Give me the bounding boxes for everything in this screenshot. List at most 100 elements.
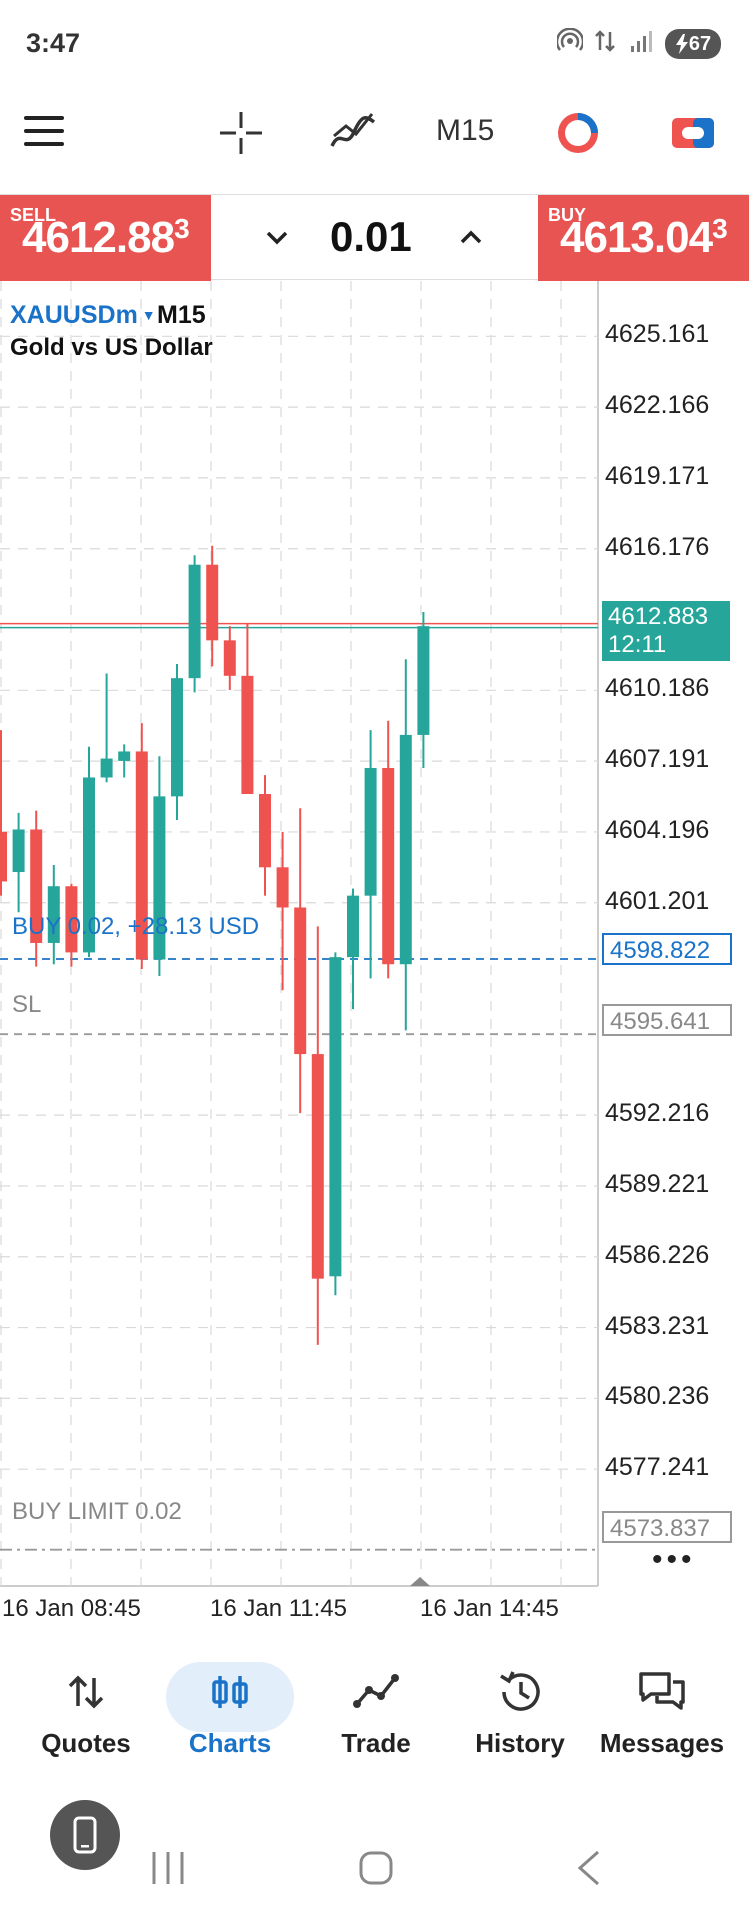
nav-quotes[interactable]: Quotes [16,1662,156,1759]
price-tick-label: 4580.236 [605,1382,710,1411]
back-button[interactable] [574,1850,604,1886]
candle-body [206,564,219,641]
charts-icon [212,1676,248,1708]
floating-assistant-button[interactable] [50,1800,120,1870]
candle-body [329,957,342,1277]
messages-icon [639,1672,685,1710]
candle-body [364,768,377,896]
candle-body [294,907,307,1055]
hotspot-icon [555,27,585,60]
candle-body [12,829,25,873]
more-options-icon[interactable]: ••• [652,1543,696,1576]
nav-history[interactable]: History [450,1662,590,1759]
buy-position-price-tag: 4598.822 [602,933,732,965]
price-tick-label: 4604.196 [605,815,710,844]
data-arrows-icon [593,28,619,60]
price-chart[interactable]: XAUUSDm ▼ M15 Gold vs US Dollar 4625.161 4… [0,281,749,1622]
nav-charts-label: Charts [188,1728,272,1758]
time-tick-label: 16 Jan 11:45 [210,1595,348,1622]
chart-toolbar: M15 [0,90,749,190]
price-tick-label: 4625.161 [605,320,710,349]
candle-body [118,751,131,761]
candle-body [382,768,395,965]
candle-countdown: 12:11 [608,631,667,658]
chart-timeframe: M15 [157,301,206,329]
price-tick-label: 4601.201 [605,886,710,915]
home-button[interactable] [358,1850,394,1886]
chart-symbol[interactable]: XAUUSDm ▼ [10,301,156,329]
buy-label: BUY [548,205,587,225]
price-tick-label: 4586.226 [605,1240,710,1269]
candle-body [83,777,95,953]
buy-price: 4613.043 [560,213,728,262]
price-tick-label: 4619.171 [605,461,710,490]
one-click-trade-panel: SELL 4612.883 0.01 BUY 4613.043 [0,194,749,281]
system-navigation-bar [0,1800,749,1920]
price-tick-label: 4583.231 [605,1311,710,1340]
one-click-trading-icon[interactable] [670,110,716,156]
signal-icon [629,28,655,60]
trade-icon [353,1674,399,1708]
price-tick-label: 4577.241 [605,1453,710,1482]
recent-apps-button[interactable] [148,1850,188,1886]
objects-icon[interactable] [555,110,601,156]
quotes-icon [68,1675,104,1709]
nav-trade-label: Trade [341,1728,411,1758]
sell-button[interactable]: SELL 4612.883 [0,195,211,281]
active-tab-indicator [166,1662,294,1732]
price-tick-label: 4607.191 [605,745,710,774]
candle-body [347,895,359,958]
battery-icon: 67 [665,29,721,59]
candle-body [153,796,166,960]
nav-messages[interactable]: Messages [592,1662,732,1759]
candle-body [30,829,43,943]
chart-canvas[interactable] [0,281,749,1590]
price-tick-label: 4622.166 [605,391,710,420]
buy-limit-label[interactable]: BUY LIMIT 0.02 [12,1498,182,1525]
candle-body [399,734,412,965]
lot-decrease-button[interactable] [262,217,292,257]
sell-price: 4612.883 [22,213,190,262]
status-bar: 3:47 67 [0,0,749,86]
nav-trade[interactable]: Trade [306,1662,446,1759]
candle-body [223,640,236,676]
nav-charts[interactable]: Charts [160,1662,300,1759]
buy-button[interactable]: BUY 4613.043 [538,195,749,281]
chart-shift-marker [410,1577,430,1586]
nav-quotes-label: Quotes [41,1728,131,1758]
candle-body [0,831,7,882]
price-tick-label: 4616.176 [605,532,710,561]
time-tick-label: 16 Jan 14:45 [420,1595,559,1622]
lot-increase-button[interactable] [456,217,486,257]
candle-body [276,867,289,908]
price-tick-label: 4610.186 [605,674,710,703]
buy-position-label[interactable]: BUY 0.02, +28.13 USD [12,913,260,940]
candle-body [135,751,148,960]
nav-history-label: History [475,1728,565,1758]
candle-body [259,794,271,868]
timeframe-button[interactable]: M15 [436,114,495,147]
menu-icon[interactable] [24,116,64,148]
stop-loss-label[interactable]: SL [12,991,42,1018]
bottom-navigation: Quotes Charts Trade History Messages [0,1652,749,1792]
battery-level: 67 [688,32,712,55]
buy-limit-price-tag: 4573.837 [602,1511,732,1543]
current-price-tag: 4612.883 12:11 [602,601,730,661]
candle-body [47,886,60,943]
current-price: 4612.883 [608,603,709,630]
candle-body [417,626,430,735]
candle-body [311,1054,324,1279]
status-icons: 67 [555,27,721,60]
history-icon [500,1671,540,1711]
candle-body [188,564,201,679]
status-time: 3:47 [26,28,81,58]
candle-body [65,886,78,953]
candle-body [241,675,254,795]
price-tick-label: 4592.216 [605,1099,710,1128]
sell-label: SELL [10,205,57,225]
chart-description: Gold vs US Dollar [10,334,213,361]
nav-messages-label: Messages [599,1728,725,1758]
crosshair-icon[interactable] [218,110,264,156]
lot-size-input[interactable]: 0.01 [330,213,412,260]
indicators-icon[interactable] [328,108,378,158]
